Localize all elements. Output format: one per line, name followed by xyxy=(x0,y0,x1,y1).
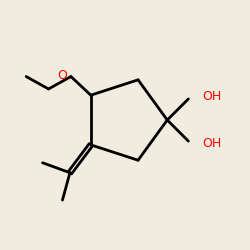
Text: OH: OH xyxy=(202,90,221,103)
Text: OH: OH xyxy=(202,137,221,150)
Text: O: O xyxy=(57,69,67,82)
